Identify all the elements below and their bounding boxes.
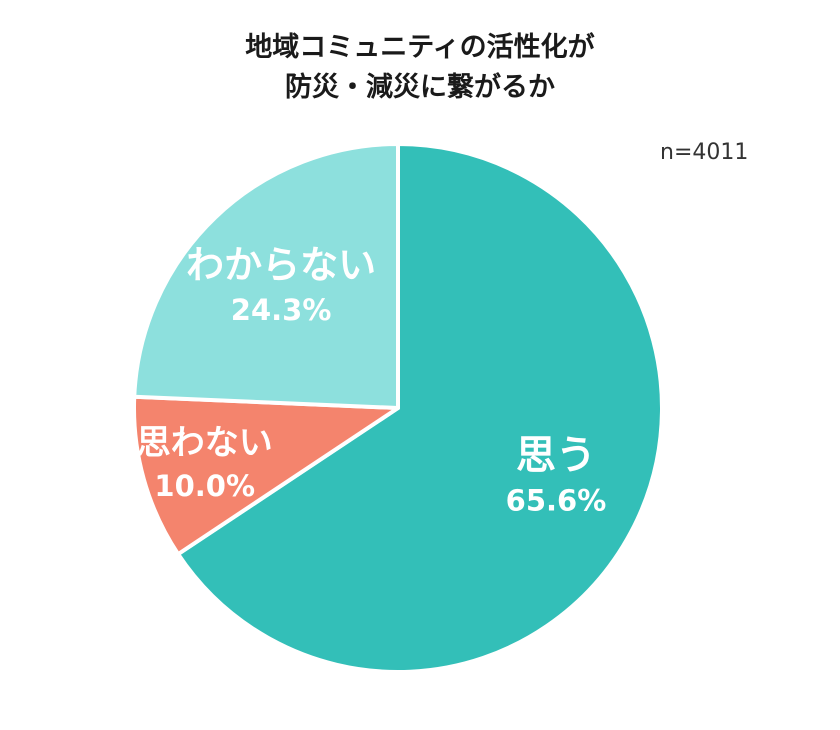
slice-value-label: 65.6% bbox=[506, 484, 607, 518]
chart-title-line-1: 地域コミュニティの活性化が bbox=[245, 32, 595, 63]
pie-slice-1 bbox=[176, 142, 664, 674]
slice-category-label: わからない bbox=[186, 243, 376, 287]
slice-category-label: 思う bbox=[516, 433, 596, 479]
chart-title: 地域コミュニティの活性化が 防災・減災に繋がるか bbox=[0, 28, 840, 108]
chart-title-line-2: 防災・減災に繋がるか bbox=[285, 72, 555, 103]
pie-slice-2 bbox=[132, 394, 400, 557]
slice-value-label: 24.3% bbox=[231, 293, 332, 327]
pie-slice-3 bbox=[132, 142, 400, 410]
sample-size-label: n=4011 bbox=[660, 140, 749, 165]
slice-category-label: 思わない bbox=[137, 423, 273, 463]
slice-value-label: 10.0% bbox=[154, 469, 255, 503]
